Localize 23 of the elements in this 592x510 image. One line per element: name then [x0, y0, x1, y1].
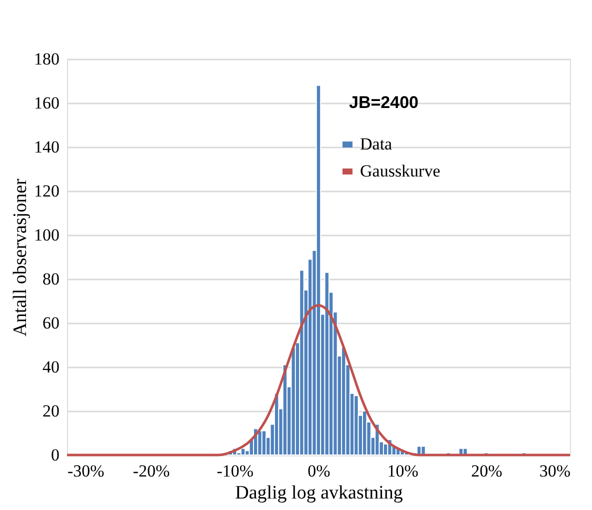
y-tick-label: 60 [42, 314, 60, 332]
y-tick-label: 120 [34, 182, 60, 200]
x-tick-label: 30% [539, 462, 570, 480]
y-tick-label: 180 [34, 50, 60, 68]
x-tick-label: 0% [308, 462, 330, 480]
x-tick-label: 10% [387, 462, 418, 480]
y-tick-label: 0 [51, 446, 60, 464]
y-tick-label: 140 [34, 138, 60, 156]
x-tick-label: -20% [132, 462, 170, 480]
line-series [66, 304, 572, 456]
y-tick-label: 80 [42, 270, 60, 288]
legend-label: Data [360, 134, 393, 154]
annotation: JB=2400 [349, 93, 418, 112]
y-tick-label: 160 [34, 94, 60, 112]
x-tick-label: -30% [68, 462, 104, 480]
x-tick-label: 20% [471, 462, 502, 480]
y-tick-label: 20 [42, 402, 60, 420]
legend-label: Gausskurve [360, 162, 440, 180]
x-axis-title: Daglig log avkastning [235, 482, 404, 504]
y-tick-label: 100 [34, 226, 60, 244]
y-tick-label: 40 [42, 358, 60, 376]
y-axis-title: Antall observasjoner [10, 178, 31, 336]
x-tick-label: -10% [216, 462, 254, 480]
